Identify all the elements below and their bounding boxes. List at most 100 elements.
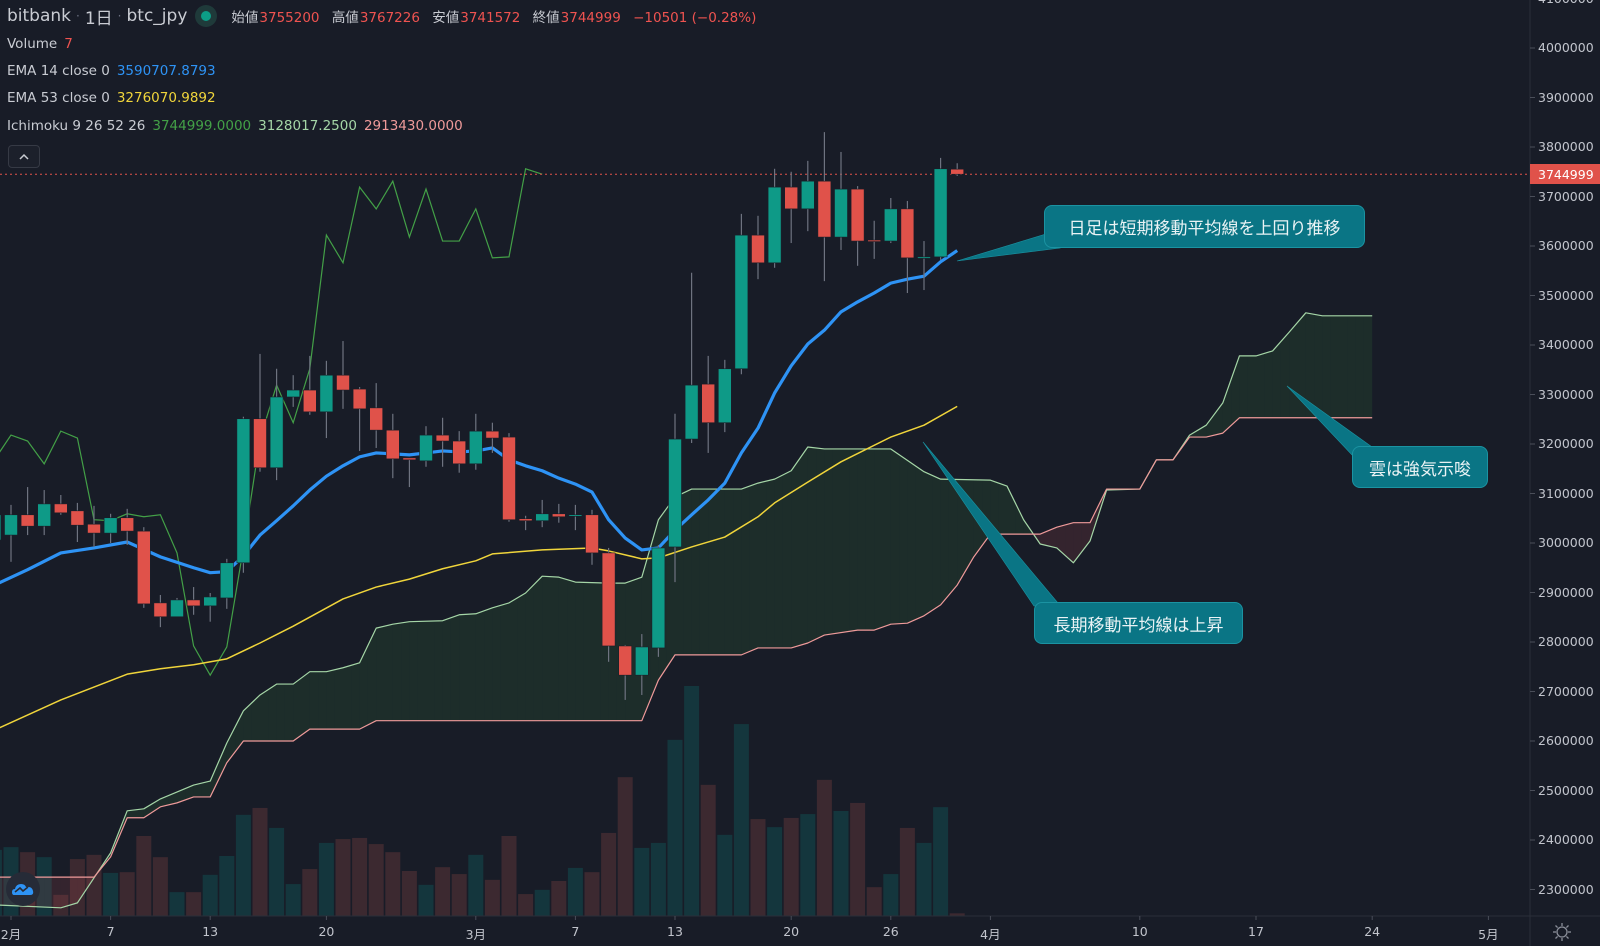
candle-body — [435, 434, 450, 442]
date-axis-label: 7 — [571, 924, 580, 939]
volume-bar — [534, 889, 550, 916]
date-axis-label: 10 — [1131, 924, 1148, 939]
close-value: 3744999 — [560, 10, 621, 26]
candle-body — [220, 562, 234, 599]
cloud-segment — [791, 458, 800, 648]
candle-body — [717, 368, 732, 424]
settings-gear-icon[interactable] — [1552, 922, 1572, 942]
candle-body — [419, 434, 433, 462]
candle-body — [236, 418, 251, 564]
price-axis-label: 2400000 — [1538, 832, 1594, 847]
volume-pane — [0, 686, 965, 916]
cloud-segment — [533, 576, 543, 721]
volume-bar — [285, 884, 301, 916]
cloud-segment — [243, 702, 252, 741]
date-axis-label: 13 — [202, 924, 219, 939]
candle-body — [568, 514, 583, 517]
candle-body — [601, 552, 616, 647]
candle-body — [4, 514, 18, 536]
cloud-segment — [1231, 355, 1240, 426]
cloud-segment — [367, 628, 377, 725]
cloud-segment — [1363, 315, 1373, 418]
last-price-label: 3744999 — [1530, 164, 1600, 184]
cloud-segment — [1065, 522, 1074, 563]
cloud-segment — [409, 621, 418, 721]
annotation-callout-long-ema-rising[interactable]: 長期移動平均線は上昇 — [1034, 602, 1243, 644]
cloud-segment — [426, 620, 435, 721]
volume-bar — [136, 836, 152, 916]
cloud-segment — [948, 479, 958, 595]
cloud-segment — [1280, 332, 1290, 418]
candle-body — [850, 188, 865, 242]
ichimoku-lead2-value: 2913430.0000 — [363, 118, 463, 134]
cloud-segment — [77, 877, 86, 903]
ema53-value: 3276070.9892 — [116, 90, 216, 106]
cloud-segment — [899, 454, 908, 624]
candle-body — [668, 438, 682, 548]
price-axis-label: 3700000 — [1538, 188, 1594, 204]
price-axis-label: 2800000 — [1538, 634, 1594, 649]
cloud-segment — [1264, 350, 1273, 418]
legend-volume[interactable]: Volume 7 — [7, 33, 80, 55]
ichimoku-lead2-line — [0, 417, 1373, 878]
cloud-segment — [1015, 502, 1024, 535]
cloud-segment — [550, 576, 559, 721]
collapse-legend-button[interactable] — [8, 145, 40, 168]
volume-bar — [401, 871, 417, 916]
interval[interactable]: 1日 — [84, 8, 113, 29]
cloud-segment — [1322, 315, 1331, 418]
separator: · — [117, 9, 122, 23]
cloud-segment — [708, 489, 717, 655]
annotation-callout-price-above-ema[interactable]: 日足は短期移動平均線を上回り推移 — [1044, 205, 1365, 248]
volume-bar — [36, 857, 52, 916]
close-label: 終値 — [532, 10, 560, 26]
market-status-icon — [195, 5, 218, 27]
annotation-callout-cloud-bullish[interactable]: 雲は強気示唆 — [1352, 446, 1488, 488]
price-axis-label: 3900000 — [1538, 89, 1594, 105]
open-label: 始値 — [231, 10, 259, 26]
volume-bar — [883, 874, 899, 916]
volume-bar — [501, 836, 517, 916]
high-value: 3767226 — [359, 10, 420, 26]
ichimoku-label: Ichimoku 9 26 52 26 — [7, 118, 146, 134]
date-axis-label: 7 — [106, 924, 115, 939]
symbol-header[interactable]: bitbank · 1日 · btc_jpy 始値3755200 高値37672… — [7, 5, 764, 29]
cloud-segment — [1073, 522, 1082, 563]
cloud-segment — [193, 783, 202, 797]
cloud-segment — [1272, 341, 1281, 418]
cloud-segment — [0, 877, 3, 906]
volume-bar — [601, 832, 617, 916]
price-axis-label: 3600000 — [1538, 238, 1594, 253]
volume-bar — [850, 802, 866, 916]
cloud-segment — [492, 605, 501, 721]
cloud-segment — [799, 446, 808, 646]
candle-body — [535, 513, 550, 522]
volume-bar — [352, 837, 368, 916]
candle-body — [900, 208, 915, 259]
separator: · — [76, 9, 80, 23]
candle-body — [352, 388, 367, 410]
candle-body — [186, 599, 201, 607]
cloud-segment — [592, 582, 601, 721]
cloud-segment — [558, 577, 568, 721]
volume-bar — [269, 827, 285, 916]
date-axis-label: 20 — [318, 924, 335, 939]
volume-bar — [435, 867, 451, 916]
legend-ema53[interactable]: EMA 53 close 0 3276070.9892 — [7, 87, 223, 109]
price-axis-label: 2700000 — [1538, 683, 1594, 699]
legend-ichimoku[interactable]: Ichimoku 9 26 52 26 3744999.0000 3128017… — [7, 115, 470, 137]
cloud-segment — [716, 489, 725, 655]
cloud-segment — [542, 576, 551, 721]
cloud-segment — [940, 479, 949, 605]
cloud-segment — [1214, 402, 1223, 436]
legend-ema14[interactable]: EMA 14 close 0 3590707.8793 — [7, 60, 223, 82]
cloud-segment — [459, 614, 468, 721]
ichimoku-lead1-value: 3128017.2500 — [258, 118, 357, 134]
price-axis-label: 2500000 — [1538, 782, 1594, 798]
volume-bar — [816, 779, 832, 916]
tradingview-logo-icon[interactable] — [6, 872, 40, 906]
volume-bar — [551, 881, 567, 916]
candle-body — [551, 513, 566, 518]
cloud-segment — [517, 592, 526, 721]
